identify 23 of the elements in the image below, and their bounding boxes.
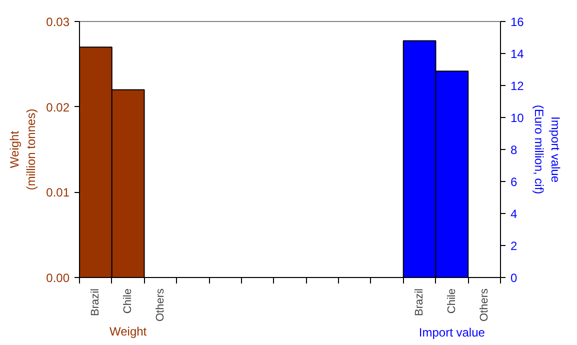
- y2-tick-label: 10: [510, 111, 524, 125]
- y2-tick-label: 14: [510, 47, 524, 61]
- x-tick-label: Brazil: [414, 288, 426, 316]
- y-tick-label: 0.03: [46, 15, 70, 29]
- y-axis-title: Weight (million tonnes): [7, 108, 38, 190]
- y2-tick-label: 12: [510, 79, 524, 93]
- text: Import value: [418, 326, 486, 340]
- y2-tick-label: 4: [510, 207, 518, 221]
- y2-tick-label: 16: [510, 15, 524, 29]
- x-tick-label: Chile: [122, 288, 134, 314]
- y2-axis-title: Import value (Euro million, cif): [532, 104, 563, 194]
- x-tick-label: Others: [154, 288, 166, 322]
- x-tick-label: Chile: [446, 288, 458, 314]
- y-tick-label: 0.02: [46, 100, 70, 114]
- y2-tick-label: 8: [510, 143, 518, 157]
- x-tick-label: Brazil: [90, 288, 102, 316]
- text: Weight: [110, 324, 148, 338]
- x-tick-label: Others: [478, 288, 490, 322]
- y-tick-label: 0.01: [46, 186, 70, 200]
- y2-tick-label: 0: [510, 271, 518, 285]
- y2-tick-label: 2: [510, 239, 518, 253]
- y-tick-label: 0.00: [46, 271, 70, 285]
- y2-tick-label: 6: [510, 175, 518, 189]
